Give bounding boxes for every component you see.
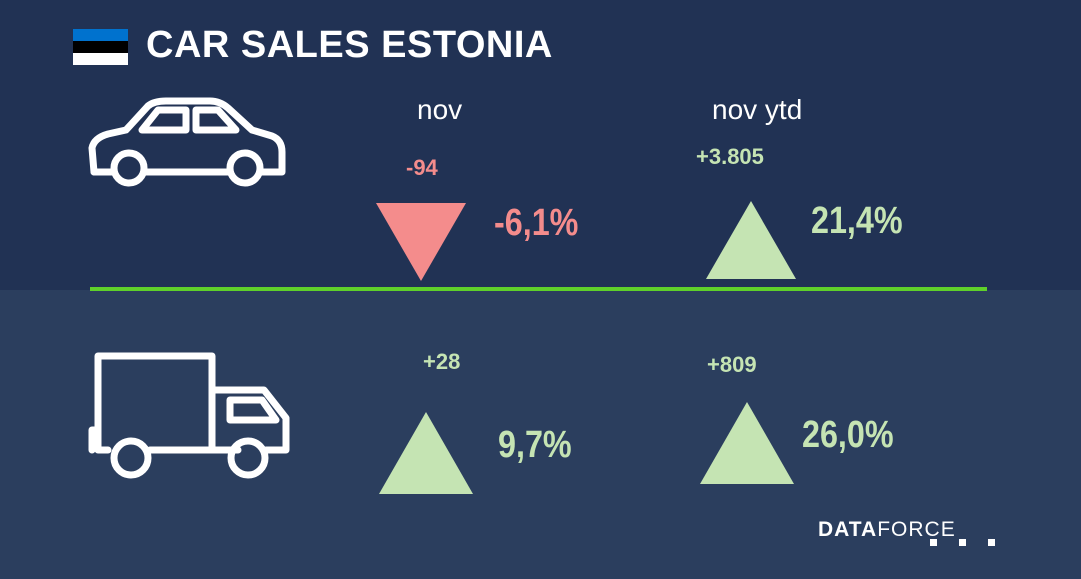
passenger-car-panel	[0, 0, 1081, 290]
car-icon	[88, 97, 286, 187]
section-divider	[90, 287, 987, 291]
logo-text-bold: DATA	[818, 518, 878, 541]
truck-ytd-up-arrow-icon	[700, 402, 794, 484]
truck-ytd-abs-change: +809	[707, 352, 757, 377]
truck-ytd-pct-change: 26,0%	[802, 414, 894, 456]
truck-icon	[88, 352, 290, 479]
estonia-flag-icon	[73, 29, 128, 65]
truck-month-abs-change: +28	[423, 349, 461, 374]
car-month-pct-change: -6,1%	[494, 202, 579, 244]
car-month-down-arrow-icon	[376, 203, 466, 281]
column-label-month: nov	[417, 94, 463, 125]
car-ytd-up-arrow-icon	[706, 201, 796, 279]
column-label-ytd: nov ytd	[712, 94, 803, 125]
truck-month-pct-change: 9,7%	[498, 424, 572, 466]
page-title: CAR SALES ESTONIA	[146, 24, 553, 66]
dataforce-logo: DATAFORCE	[818, 518, 956, 542]
truck-month-up-arrow-icon	[379, 412, 473, 494]
commercial-vehicle-panel	[0, 290, 1081, 579]
car-ytd-pct-change: 21,4%	[811, 200, 903, 242]
car-month-abs-change: -94	[406, 155, 438, 180]
logo-text-light: FORCE	[877, 518, 956, 541]
car-ytd-abs-change: +3.805	[696, 144, 764, 169]
